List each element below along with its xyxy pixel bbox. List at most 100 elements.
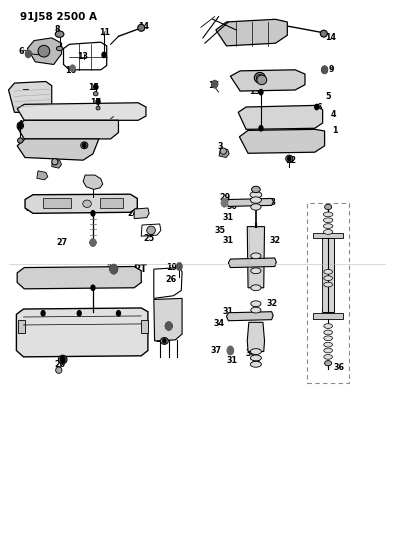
Bar bbox=[313, 233, 343, 238]
Text: 6: 6 bbox=[19, 47, 24, 55]
Ellipse shape bbox=[323, 230, 333, 235]
Ellipse shape bbox=[324, 282, 333, 287]
Polygon shape bbox=[17, 308, 148, 357]
Ellipse shape bbox=[138, 25, 145, 31]
Text: 30: 30 bbox=[226, 203, 237, 212]
Circle shape bbox=[177, 263, 182, 270]
Text: 13: 13 bbox=[77, 141, 88, 150]
Ellipse shape bbox=[324, 330, 333, 335]
Ellipse shape bbox=[81, 142, 88, 149]
Bar bbox=[313, 313, 343, 319]
Ellipse shape bbox=[56, 46, 63, 51]
Circle shape bbox=[90, 239, 96, 246]
Text: 14: 14 bbox=[139, 22, 149, 31]
Text: 12: 12 bbox=[285, 156, 296, 165]
Text: 23: 23 bbox=[26, 204, 37, 213]
Polygon shape bbox=[52, 159, 61, 168]
Text: 18: 18 bbox=[104, 320, 115, 329]
Text: 9: 9 bbox=[329, 66, 335, 74]
Circle shape bbox=[259, 126, 263, 131]
Circle shape bbox=[102, 52, 106, 58]
Ellipse shape bbox=[320, 30, 327, 37]
Polygon shape bbox=[134, 208, 149, 219]
Ellipse shape bbox=[251, 301, 261, 306]
Circle shape bbox=[163, 339, 166, 343]
Text: 14: 14 bbox=[325, 34, 336, 43]
Text: 8: 8 bbox=[55, 26, 60, 35]
Ellipse shape bbox=[147, 226, 155, 235]
Ellipse shape bbox=[58, 356, 67, 364]
Circle shape bbox=[91, 285, 95, 290]
Text: 22: 22 bbox=[161, 321, 173, 330]
Text: 91J58 2500 A: 91J58 2500 A bbox=[20, 12, 97, 22]
Circle shape bbox=[227, 346, 234, 355]
Ellipse shape bbox=[323, 224, 333, 229]
Bar bbox=[141, 320, 148, 333]
Ellipse shape bbox=[324, 324, 333, 328]
Text: 31: 31 bbox=[226, 356, 237, 365]
Polygon shape bbox=[17, 120, 119, 139]
Bar bbox=[18, 320, 25, 333]
Circle shape bbox=[70, 65, 75, 71]
Text: 19: 19 bbox=[166, 263, 177, 272]
Polygon shape bbox=[240, 130, 325, 154]
Ellipse shape bbox=[251, 204, 261, 210]
Ellipse shape bbox=[251, 355, 261, 361]
Text: 33: 33 bbox=[265, 198, 276, 207]
Bar bbox=[322, 238, 334, 312]
Ellipse shape bbox=[250, 191, 262, 198]
Polygon shape bbox=[154, 298, 182, 341]
Circle shape bbox=[83, 143, 86, 148]
Text: 2: 2 bbox=[110, 114, 115, 123]
Text: RT: RT bbox=[133, 264, 147, 274]
Polygon shape bbox=[229, 258, 276, 268]
Circle shape bbox=[288, 157, 291, 161]
Polygon shape bbox=[247, 322, 264, 352]
Ellipse shape bbox=[251, 349, 261, 354]
Ellipse shape bbox=[55, 31, 64, 37]
Text: 32: 32 bbox=[266, 299, 277, 308]
Text: 32: 32 bbox=[269, 237, 280, 246]
Circle shape bbox=[259, 90, 263, 95]
Ellipse shape bbox=[323, 218, 333, 223]
Text: 21: 21 bbox=[155, 335, 166, 344]
Ellipse shape bbox=[257, 75, 267, 85]
Text: 4: 4 bbox=[331, 110, 336, 119]
Text: 37: 37 bbox=[210, 346, 221, 355]
Circle shape bbox=[110, 264, 117, 274]
Circle shape bbox=[221, 198, 228, 207]
Ellipse shape bbox=[251, 197, 261, 203]
Text: 15: 15 bbox=[89, 83, 100, 92]
Text: 24: 24 bbox=[128, 209, 139, 218]
Ellipse shape bbox=[256, 75, 263, 81]
Ellipse shape bbox=[324, 348, 333, 353]
Polygon shape bbox=[216, 19, 287, 46]
Text: 31: 31 bbox=[223, 307, 234, 316]
Text: 31: 31 bbox=[222, 237, 233, 246]
Text: 34: 34 bbox=[213, 319, 224, 328]
Polygon shape bbox=[17, 103, 146, 120]
Polygon shape bbox=[17, 139, 99, 160]
Polygon shape bbox=[17, 266, 141, 289]
Ellipse shape bbox=[252, 186, 260, 192]
Circle shape bbox=[41, 311, 45, 316]
Text: 7: 7 bbox=[19, 86, 24, 95]
Text: 36: 36 bbox=[334, 363, 345, 372]
Text: 20: 20 bbox=[55, 360, 66, 369]
Text: 3: 3 bbox=[53, 159, 58, 168]
Ellipse shape bbox=[324, 342, 333, 347]
Ellipse shape bbox=[251, 268, 261, 273]
Text: 27: 27 bbox=[57, 238, 68, 247]
Circle shape bbox=[94, 84, 98, 90]
Text: 3: 3 bbox=[217, 142, 223, 151]
Ellipse shape bbox=[254, 72, 265, 83]
Ellipse shape bbox=[323, 212, 333, 217]
Text: 13: 13 bbox=[250, 86, 260, 95]
Ellipse shape bbox=[324, 276, 333, 280]
Circle shape bbox=[212, 80, 217, 88]
Circle shape bbox=[315, 104, 319, 110]
Ellipse shape bbox=[324, 269, 333, 274]
Ellipse shape bbox=[251, 361, 261, 367]
Text: 30: 30 bbox=[246, 349, 256, 358]
Text: 28: 28 bbox=[19, 279, 31, 288]
